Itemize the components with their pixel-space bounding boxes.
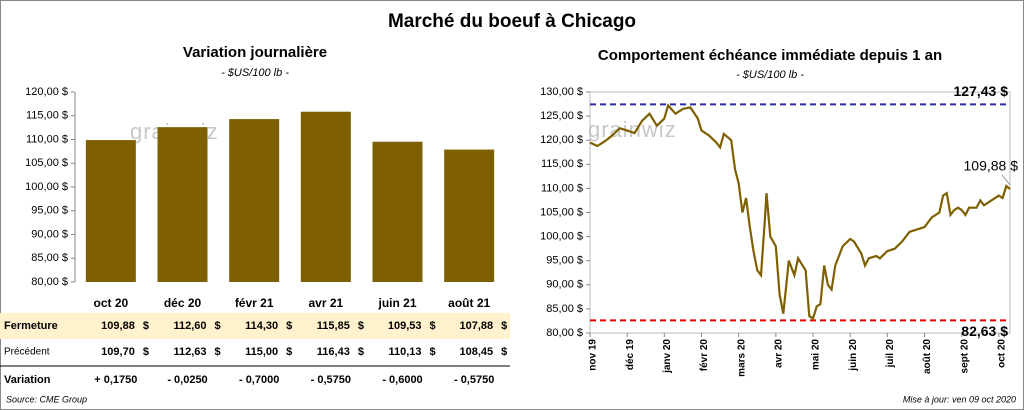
y-tick-label: 110,00 $ xyxy=(26,133,68,145)
table-unit: $ xyxy=(215,346,221,358)
x-tick-label: juin 21 xyxy=(377,296,416,310)
table-cell: 112,63 xyxy=(173,346,206,358)
chart-subtitle: - $US/100 lb - xyxy=(736,69,804,81)
table-cell: 108,45 xyxy=(460,346,494,358)
chart-subtitle: - $US/100 lb - xyxy=(221,67,289,79)
table-cell: 107,88 xyxy=(460,320,494,332)
y-tick-label: 95,00 $ xyxy=(31,205,68,217)
y-tick-label: 125,00 $ xyxy=(540,110,583,122)
x-tick-label: oct 20 xyxy=(996,339,1007,368)
bar xyxy=(229,119,280,282)
bar xyxy=(300,111,351,283)
updated: Mise à jour: ven 09 oct 2020 xyxy=(903,394,1016,404)
table-cell: - 0,0250 xyxy=(167,374,207,386)
x-tick-label: sept 20 xyxy=(959,339,970,374)
table-cell: 109,53 xyxy=(388,320,422,332)
table-unit: $ xyxy=(215,320,221,332)
table-unit: $ xyxy=(286,320,292,332)
reference-label: 127,43 $ xyxy=(954,83,1009,99)
y-tick-label: 95,00 $ xyxy=(546,255,583,267)
price-line xyxy=(589,103,1011,321)
row-label: Fermeture xyxy=(4,320,58,332)
table-unit: $ xyxy=(286,346,292,358)
x-tick-label: nov 19 xyxy=(588,339,599,371)
table-cell: 116,43 xyxy=(317,346,350,358)
x-tick-label: janv 20 xyxy=(662,339,673,374)
x-tick-label: oct 20 xyxy=(93,296,128,310)
table-unit: $ xyxy=(430,346,436,358)
source: Source: CME Group xyxy=(6,394,87,404)
table-cell: 114,30 xyxy=(245,320,278,332)
x-tick-label: févr 21 xyxy=(235,296,274,310)
table-unit: $ xyxy=(358,320,364,332)
y-tick-label: 85,00 $ xyxy=(546,303,583,315)
table-cell: - 0,6000 xyxy=(382,374,422,386)
y-tick-label: 120,00 $ xyxy=(25,86,68,98)
y-tick-label: 80,00 $ xyxy=(31,276,68,288)
table-unit: $ xyxy=(501,320,507,332)
table-cell: 115,00 xyxy=(245,346,278,358)
table-cell: 115,85 xyxy=(317,320,350,332)
page-title: Marché du boeuf à Chicago xyxy=(388,11,636,32)
x-tick-label: juil 20 xyxy=(885,339,896,369)
table-unit: $ xyxy=(358,346,364,358)
y-tick-label: 80,00 $ xyxy=(546,327,583,339)
table-cell: - 0,5750 xyxy=(454,374,494,386)
y-tick-label: 100,00 $ xyxy=(540,231,583,243)
x-tick-label: déc 19 xyxy=(625,339,636,371)
x-tick-label: avr 20 xyxy=(773,339,784,368)
y-tick-label: 115,00 $ xyxy=(26,110,68,122)
x-tick-label: mai 20 xyxy=(811,339,822,371)
y-tick-label: 100,00 $ xyxy=(25,181,68,193)
y-tick-label: 130,00 $ xyxy=(540,86,583,98)
reference-label: 82,63 $ xyxy=(961,323,1008,339)
table-cell: 109,70 xyxy=(101,346,135,358)
table-unit: $ xyxy=(501,346,507,358)
bar xyxy=(444,149,495,282)
bar xyxy=(85,140,136,282)
table-cell: + 0,1750 xyxy=(94,374,137,386)
y-tick-label: 90,00 $ xyxy=(31,228,68,240)
x-tick-label: août 20 xyxy=(922,339,933,374)
leader xyxy=(1001,174,1011,186)
chart-title: Variation journalière xyxy=(183,44,327,61)
y-tick-label: 120,00 $ xyxy=(540,134,583,146)
bar xyxy=(157,127,208,283)
table-unit: $ xyxy=(143,320,149,332)
x-tick-label: avr 21 xyxy=(308,296,343,310)
y-tick-label: 105,00 $ xyxy=(25,157,68,169)
y-tick-label: 105,00 $ xyxy=(540,206,583,218)
last-value-label: 109,88 $ xyxy=(964,158,1019,174)
x-tick-label: mars 20 xyxy=(736,339,747,377)
x-tick-label: juin 20 xyxy=(848,339,859,372)
row-label: Variation xyxy=(4,374,51,386)
highlight-row xyxy=(0,313,510,339)
table-cell: 112,60 xyxy=(173,320,206,332)
table-cell: 109,88 xyxy=(101,320,135,332)
y-tick-label: 115,00 $ xyxy=(541,158,583,170)
y-tick-label: 110,00 $ xyxy=(541,182,583,194)
bar xyxy=(372,141,423,282)
chart-title: Comportement échéance immédiate depuis 1… xyxy=(598,47,942,64)
x-tick-label: févr 20 xyxy=(699,339,710,372)
table-cell: - 0,7000 xyxy=(239,374,279,386)
table-cell: 110,13 xyxy=(388,346,421,358)
table-cell: - 0,5750 xyxy=(311,374,351,386)
x-tick-label: août 21 xyxy=(448,296,490,310)
x-tick-label: déc 20 xyxy=(164,296,202,310)
table-unit: $ xyxy=(143,346,149,358)
table-unit: $ xyxy=(430,320,436,332)
y-tick-label: 85,00 $ xyxy=(31,252,68,264)
row-label: Précédent xyxy=(4,347,50,358)
y-tick-label: 90,00 $ xyxy=(546,279,583,291)
